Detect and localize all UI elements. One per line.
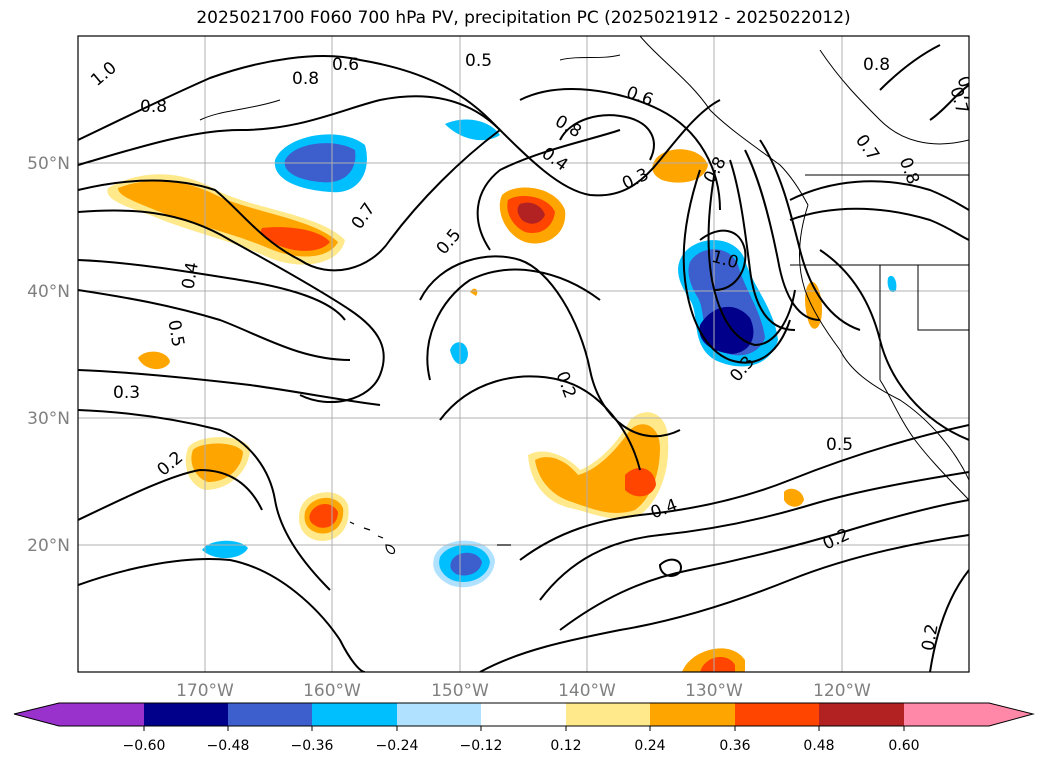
colorbar-segment	[735, 703, 819, 726]
lat-label: 50°N	[27, 154, 70, 174]
colorbar-tick-label: −0.36	[291, 738, 334, 754]
colorbar-segment	[904, 703, 989, 726]
lat-label: 20°N	[27, 536, 70, 556]
lon-label: 120°W	[813, 681, 871, 701]
figure-title: 2025021700 F060 700 hPa PV, precipitatio…	[196, 8, 851, 28]
colorbar-tick-label: 0.36	[719, 738, 750, 754]
colorbar-tick-label: −0.60	[123, 738, 166, 754]
lon-label: 150°W	[431, 681, 489, 701]
precipitation-shading	[107, 119, 897, 672]
lon-label: 130°W	[685, 681, 743, 701]
colorbar-extend-high	[989, 703, 1033, 726]
colorbar-tick-label: −0.48	[207, 738, 250, 754]
colorbar-tick-label: 0.48	[803, 738, 834, 754]
pv-contours	[78, 44, 969, 672]
colorbar-segment	[819, 703, 904, 726]
colorbar-tick-label: 0.24	[634, 738, 665, 754]
hawaii-islands	[349, 521, 511, 555]
lon-label: 170°W	[176, 681, 234, 701]
colorbar-segment	[59, 703, 144, 726]
colorbar-tick-label: 0.12	[550, 738, 581, 754]
colorbar-tick-label: −0.24	[376, 738, 419, 754]
colorbar-segment	[144, 703, 228, 726]
contour-label: 0.2	[918, 622, 942, 652]
colorbar-segment	[397, 703, 481, 726]
lat-label: 30°N	[27, 409, 70, 429]
latitude-labels: 50°N 40°N 30°N 20°N	[27, 154, 70, 556]
map-background	[78, 36, 969, 672]
colorbar-extend-low	[14, 703, 59, 726]
colorbar-segment	[228, 703, 312, 726]
contour-label: 0.8	[863, 55, 890, 75]
lat-label: 40°N	[27, 282, 70, 302]
contour-label: 0.7	[946, 85, 972, 116]
colorbar: −0.60 −0.48 −0.36 −0.24 −0.12 0.12 0.24 …	[13, 702, 1035, 754]
contour-label: 0.4	[178, 261, 202, 291]
map-frame	[77, 35, 970, 673]
longitude-labels: 170°W 160°W 150°W 140°W 130°W 120°W	[176, 681, 871, 701]
colorbar-segment	[566, 703, 650, 726]
contour-label: 0.8	[140, 97, 167, 117]
coastlines	[199, 36, 969, 501]
contour-label: 0.8	[292, 69, 319, 89]
colorbar-tick-label: 0.60	[888, 738, 919, 754]
contour-label: 0.5	[465, 51, 492, 71]
colorbar-tick-label: −0.12	[460, 738, 503, 754]
contour-label: 0.5	[163, 318, 187, 348]
colorbar-segment	[481, 703, 566, 726]
lon-label: 160°W	[303, 681, 361, 701]
colorbar-segment	[650, 703, 735, 726]
contour-label: 0.6	[332, 55, 359, 75]
lon-label: 140°W	[558, 681, 616, 701]
contour-label: 0.5	[826, 435, 853, 455]
contour-label: 0.3	[113, 383, 140, 403]
colorbar-segment	[312, 703, 397, 726]
